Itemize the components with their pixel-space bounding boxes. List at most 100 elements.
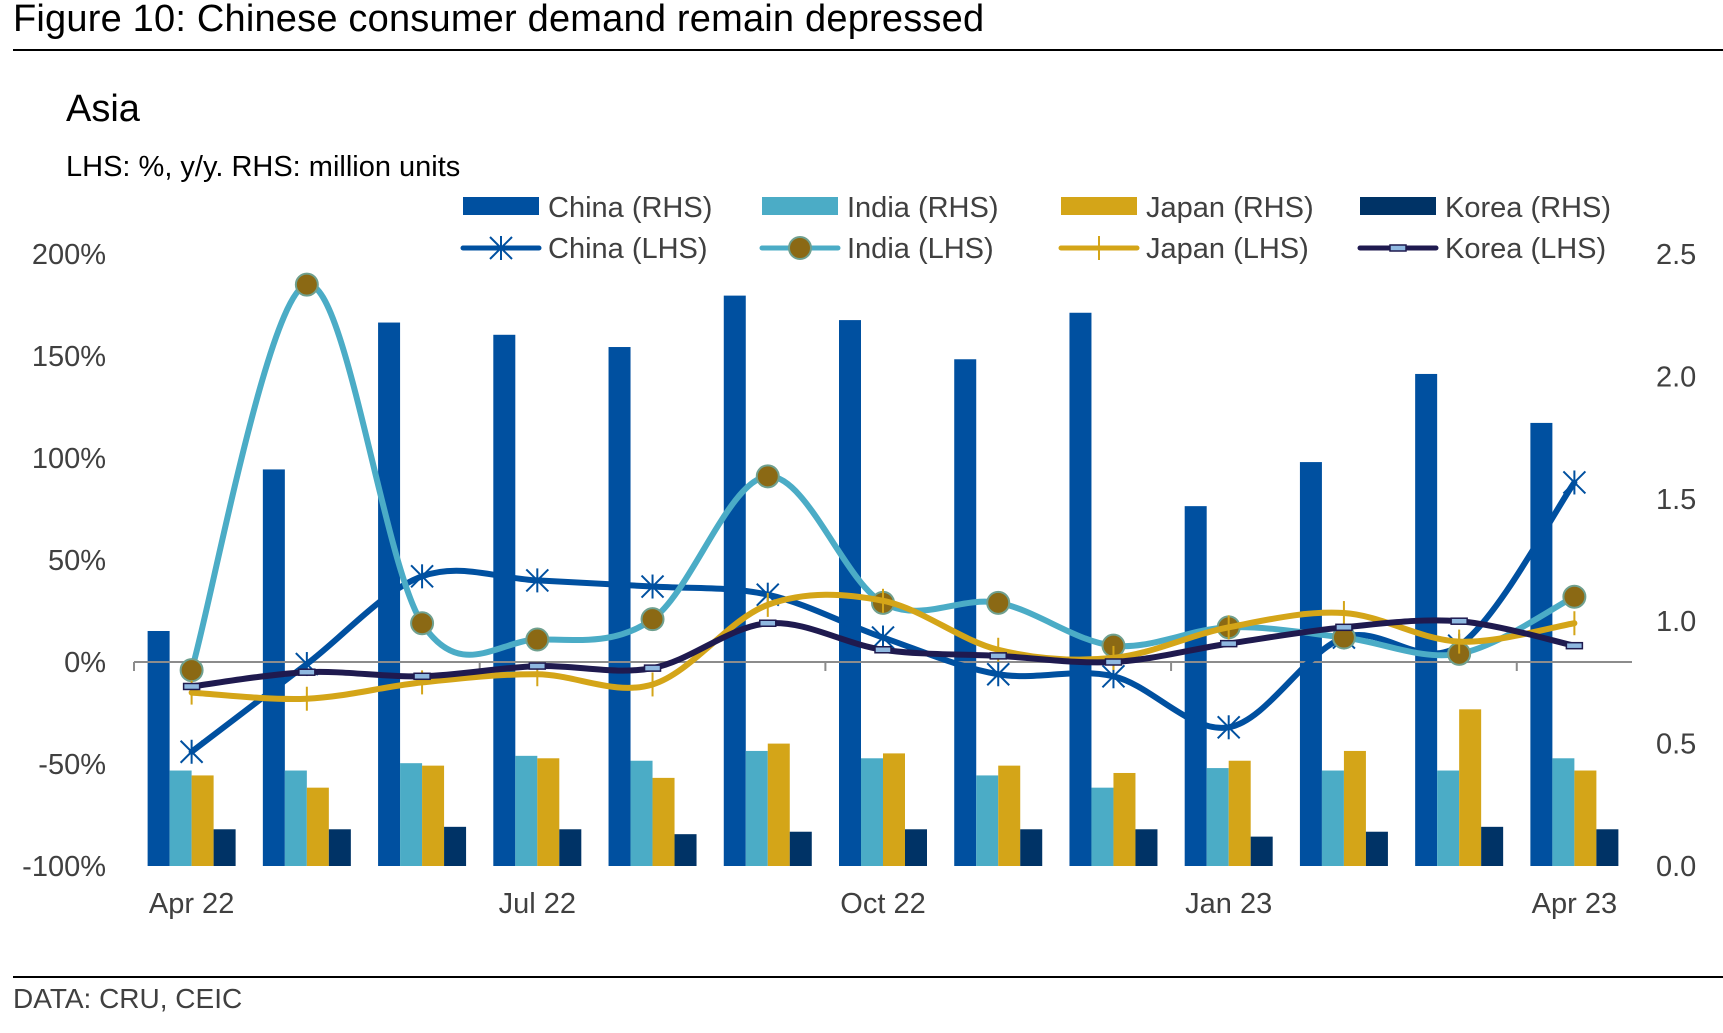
point-korea [874,646,892,654]
point-china [525,568,550,593]
bar-japan [422,765,445,866]
bar-japan [1113,772,1136,866]
bar-japan [1343,750,1366,866]
axes-layer [133,661,1632,671]
source-rule [13,976,1723,978]
legend-swatch [463,197,539,215]
x-tick-label: Oct 22 [840,888,925,920]
point-india [294,272,319,297]
bar-korea [1135,829,1158,866]
bar-china [147,630,170,866]
bar-india [976,775,999,866]
bar-china [608,347,631,866]
bar-china [954,359,977,866]
bar-india [1091,787,1114,866]
bar-china [723,295,746,867]
legend-label: Japan (RHS) [1146,192,1314,224]
point-china [410,564,434,589]
line-china [188,479,1578,755]
bar-india [400,763,423,866]
legend-marker [1389,244,1407,252]
legend-swatch [1061,197,1137,215]
bar-india [630,760,653,866]
left-tick-label: 0% [64,647,106,679]
point-korea [413,672,431,681]
left-tick-label: 150% [32,341,106,373]
legend-label: India (RHS) [847,192,999,224]
point-india [179,658,204,683]
legend-item-line: Japan (LHS) [1058,233,1309,265]
bar-india [1321,770,1344,866]
source-note: DATA: CRU, CEIC [13,983,243,1014]
point-korea [298,668,316,676]
point-india [640,607,665,632]
x-tick-label: Jul 22 [499,888,576,920]
legend-marker [788,236,812,260]
left-tick-label: -50% [38,749,106,781]
bar-japan [1459,709,1482,866]
tick-label-layer: 200% 150% 100% 50% 0% -50% -100% 2.5 2.0 1.5 1.0 0.… [22,239,1696,920]
bar-india [1552,758,1575,866]
point-china [640,574,665,599]
x-tick-label: Apr 23 [1532,888,1617,920]
bar-china [1530,422,1553,866]
point-korea [1565,641,1584,650]
right-tick-label: 2.5 [1656,239,1696,271]
legend-item-line: India (LHS) [759,233,994,265]
point-korea [1335,623,1353,632]
bar-china [1184,506,1207,866]
bar-india [745,750,768,866]
bar-japan [883,753,905,866]
figure-title: Figure 10: Chinese consumer demand remai… [13,0,985,40]
legend-label: Japan (LHS) [1146,233,1309,265]
bar-japan [1228,760,1251,866]
legend-label: Korea (RHS) [1445,192,1611,224]
point-india [986,590,1011,615]
bar-india [515,755,538,866]
legend-label: China (LHS) [548,233,708,265]
right-tick-label: 2.0 [1656,361,1696,393]
bar-japan [191,775,214,866]
point-korea [1104,658,1123,666]
title-rule [13,49,1723,51]
point-china [1216,715,1241,740]
bar-korea [1481,826,1504,866]
bar-japan [767,743,790,866]
bar-japan [1574,770,1597,866]
point-india [1562,584,1587,609]
bar-korea [1596,829,1619,866]
bar-korea [1020,829,1043,866]
point-china [871,625,895,650]
bar-korea [1365,831,1388,866]
bar-korea [1250,836,1273,866]
point-korea [182,682,201,691]
legend: China (RHS) India (RHS) Japan (RHS) Korea (… [460,192,1611,265]
bar-japan [306,787,329,866]
legend-item-line: Korea (LHS) [1357,233,1606,265]
point-korea [1219,639,1238,648]
legend-item-bar: Japan (RHS) [1061,192,1314,224]
point-china [179,739,204,764]
bar-japan [652,777,675,866]
legend-swatch [762,197,838,215]
legend-marker [489,236,513,260]
bar-india [1206,768,1229,866]
point-korea [528,662,547,670]
left-tick-label: 100% [32,443,106,475]
legend-label: China (RHS) [548,192,712,224]
bar-korea [789,831,812,866]
bar-china [493,334,516,866]
bar-india [1437,770,1460,866]
bar-korea [674,834,697,866]
line-layer [179,272,1587,764]
legend-item-bar: India (RHS) [762,192,999,224]
right-tick-label: 1.5 [1656,484,1696,516]
left-tick-label: -100% [22,851,106,883]
bar-china [1069,312,1092,866]
bar-korea [213,829,236,866]
right-tick-label: 0.0 [1656,851,1696,883]
bar-japan [537,758,560,866]
x-tick-label: Apr 22 [149,888,234,920]
bar-india [169,770,192,866]
